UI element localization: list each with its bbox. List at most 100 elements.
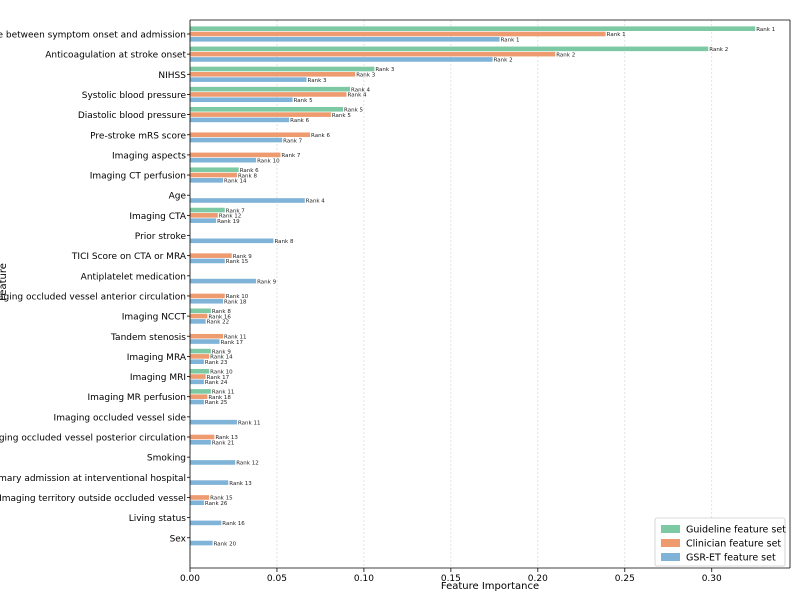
legend-box (654, 517, 786, 567)
bar-data-label: Rank 9 (257, 279, 276, 285)
bar (190, 460, 236, 465)
bar (190, 495, 210, 500)
bar (190, 540, 213, 546)
bar-data-label: Rank 22 (207, 320, 230, 326)
bar (190, 107, 344, 112)
bar (190, 112, 331, 117)
bar (190, 419, 237, 425)
bar-data-label: Rank 13 (215, 435, 238, 441)
bar (190, 354, 210, 359)
legend: Guideline feature set Clinician feature s… (654, 517, 786, 567)
bar-data-label: Rank 23 (205, 360, 228, 366)
y-tick-label: Age (169, 192, 187, 202)
bar-data-label: Rank 14 (224, 179, 247, 185)
bar (190, 440, 211, 445)
bar-data-label: Rank 7 (226, 208, 245, 214)
y-tick-label: Imaging occluded vessel posterior circul… (0, 434, 186, 444)
y-tick-label: Imaging aspects (112, 151, 186, 161)
bar-data-label: Rank 5 (344, 108, 363, 114)
bar (190, 213, 218, 218)
bar (190, 72, 356, 77)
axis-layer: 0.00 0.05 0.10 0.15 0.20 0.25 0.30 Time between… (0, 19, 791, 584)
bar (190, 37, 500, 42)
bar-data-label: Rank 18 (224, 299, 247, 305)
bar-data-label: Rank 9 (212, 349, 231, 355)
bar-data-label: Rank 7 (281, 153, 300, 159)
legend-swatch (661, 525, 680, 533)
bar (190, 97, 293, 103)
bar (190, 348, 211, 354)
y-tick-label: Tandem stenosis (110, 333, 186, 343)
bar-data-label: Rank 1 (501, 38, 520, 44)
bar (190, 238, 274, 244)
y-tick-label: Primary admission at interventional hosp… (0, 474, 186, 484)
bar-data-label: Rank 15 (226, 259, 249, 265)
x-tick-label: 0.25 (615, 574, 635, 584)
y-tick-label: Antiplatelet medication (81, 272, 186, 282)
bar-data-label: Rank 4 (351, 87, 370, 93)
bar-data-label: Rank 3 (308, 78, 327, 84)
y-tick-label: Diastolic blood pressure (78, 111, 187, 121)
bar-data-label: Rank 25 (205, 400, 228, 406)
legend-entry-label: Clinician feature set (686, 539, 781, 550)
y-tick-label: TICI Score on CTA or MRA (71, 252, 187, 262)
bar-data-label: Rank 4 (348, 93, 367, 99)
bar-data-label: Rank 1 (607, 32, 626, 38)
bar (190, 359, 204, 364)
bar (190, 480, 229, 485)
y-tick-label: Systolic blood pressure (82, 91, 187, 101)
bar-data-label: Rank 8 (274, 239, 293, 245)
bar-data-label: Rank 6 (240, 168, 259, 174)
bar-data-label: Rank 2 (494, 58, 513, 64)
y-tick-label: Smoking (147, 454, 186, 464)
y-tick-label: Prior stroke (135, 232, 187, 242)
legend-swatch (661, 553, 680, 561)
bar (190, 379, 204, 385)
bar-data-label: Rank 18 (208, 395, 231, 401)
bar-data-label: Rank 14 (210, 355, 233, 361)
bar-data-label: Rank 3 (375, 67, 394, 73)
bar-data-label: Rank 2 (709, 47, 728, 53)
bar-data-label: Rank 9 (233, 254, 252, 260)
bar-data-label: Rank 6 (290, 118, 309, 124)
bar (190, 57, 493, 62)
bar-data-label: Rank 26 (205, 501, 228, 507)
bar (190, 86, 350, 92)
bar-data-label: Rank 5 (294, 98, 313, 104)
y-tick-label: Imaging occluded vessel side (54, 413, 187, 423)
y-tick-label: Time between symptom onset and admission (0, 31, 186, 41)
y-tick-label: Imaging MR perfusion (87, 393, 186, 403)
bar (190, 198, 305, 203)
bar (190, 77, 307, 82)
bar (190, 333, 224, 339)
bar-data-label: Rank 12 (219, 214, 242, 220)
bar (190, 51, 556, 57)
bar-data-label: Rank 2 (556, 52, 575, 58)
y-tick-label: Imaging territory outside occluded vesse… (0, 494, 186, 504)
bar (190, 152, 281, 158)
bar-data-label: Rank 8 (238, 173, 257, 179)
y-axis-title: Feature (0, 263, 9, 301)
y-tick-label: Sex (170, 534, 187, 544)
bar-data-label: Rank 21 (212, 441, 235, 447)
bar (190, 117, 290, 123)
bar (190, 339, 220, 344)
bar (190, 399, 204, 405)
y-tick-label: Imaging CT perfusion (90, 172, 186, 182)
bar (190, 368, 210, 374)
legend-entry-label: Guideline feature set (686, 525, 786, 536)
x-tick-label: 0.20 (528, 574, 548, 584)
bar (190, 258, 225, 264)
bar (190, 434, 215, 440)
bar-data-label: Rank 16 (208, 314, 231, 320)
y-tick-label: NIHSS (158, 71, 186, 81)
bar (190, 394, 208, 399)
bar (190, 26, 756, 31)
bar (190, 92, 347, 97)
label-layer: Rank 1 Rank 1 Rank 1 Rank 2 Rank 2 Rank 2 Rank… (205, 27, 775, 547)
bar (190, 389, 211, 394)
bar-data-label: Rank 11 (238, 420, 261, 426)
bar-data-label: Rank 3 (356, 73, 375, 79)
bar (190, 253, 232, 258)
